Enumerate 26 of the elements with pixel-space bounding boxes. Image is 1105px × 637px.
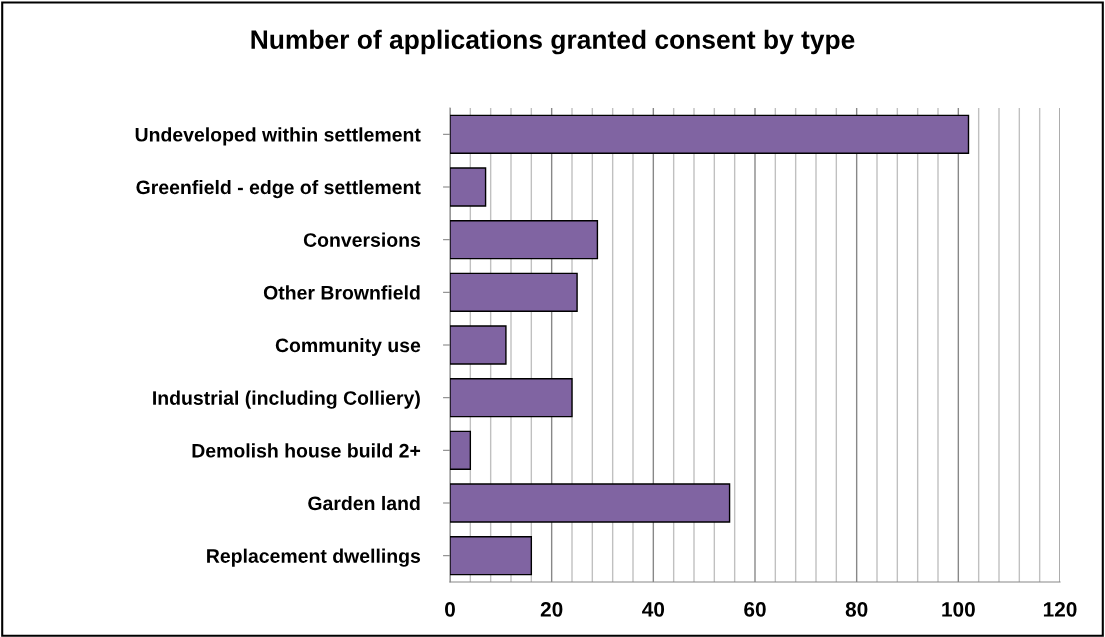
bar	[450, 220, 599, 260]
y-tick-label: Community use	[275, 337, 421, 357]
bar	[450, 378, 573, 418]
bar	[450, 536, 533, 576]
x-tick-label: 40	[642, 601, 665, 617]
y-tick-label: Garden land	[308, 495, 420, 511]
x-tick-label: 0	[445, 601, 455, 617]
x-tick-label: 120	[1043, 601, 1077, 617]
bar	[450, 272, 578, 312]
chart-title: Number of applications granted consent by type	[251, 29, 855, 55]
y-tick-label: Demolish house build 2+	[192, 443, 421, 458]
x-tick-label: 100	[942, 601, 975, 617]
y-tick-label: Replacement dwellings	[207, 548, 421, 567]
bar	[450, 114, 970, 154]
bar	[450, 483, 731, 523]
y-tick-label: Greenfield - edge of settlement	[136, 179, 421, 199]
x-tick-label: 80	[845, 601, 868, 617]
bar	[450, 167, 487, 207]
x-tick-label: 20	[540, 601, 563, 617]
y-tick-label: Industrial (including Colliery)	[153, 390, 420, 409]
x-tick-label: 60	[744, 601, 766, 617]
y-tick-label: Other Brownfield	[263, 285, 420, 300]
bar	[450, 430, 472, 470]
bar	[450, 325, 507, 365]
y-tick-label: Conversions	[303, 232, 421, 247]
y-tick-label: Undeveloped within settlement	[135, 127, 421, 146]
